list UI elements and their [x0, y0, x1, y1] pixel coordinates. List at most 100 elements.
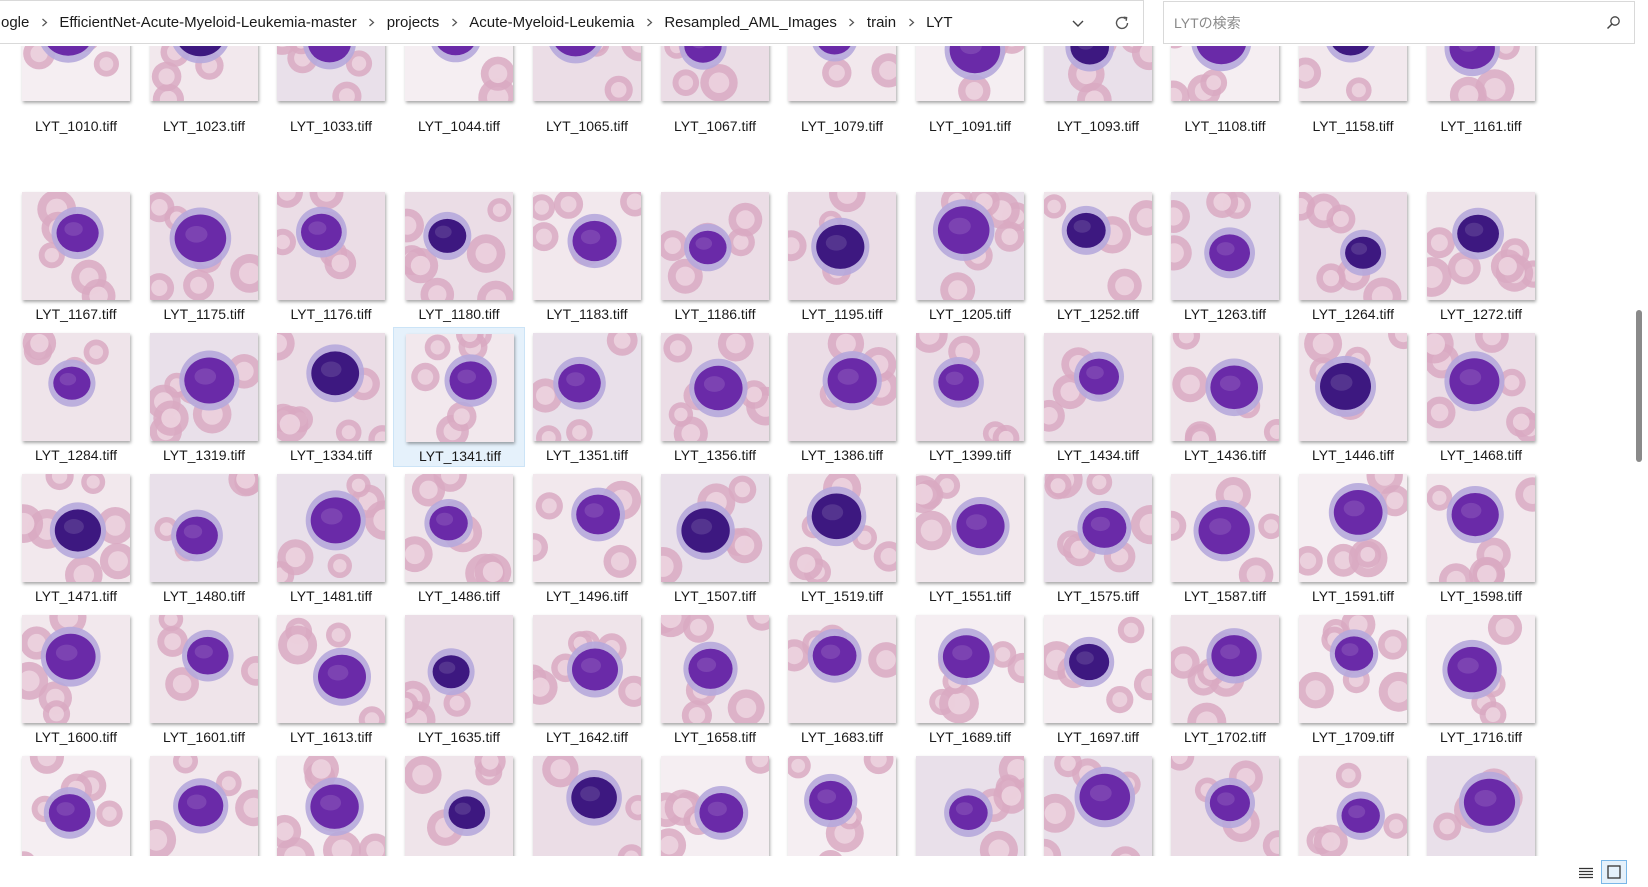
file-item[interactable]: LYT_1436.tiff: [1159, 327, 1291, 467]
file-item[interactable]: LYT_1284.tiff: [10, 327, 142, 467]
file-item[interactable]: LYT_1186.tiff: [649, 186, 781, 326]
details-view-button[interactable]: [1575, 862, 1597, 884]
file-item[interactable]: LYT_1642.tiff: [521, 609, 653, 749]
file-item[interactable]: LYT_1386.tiff: [776, 327, 908, 467]
file-item[interactable]: LYT_1496.tiff: [521, 468, 653, 608]
search-input[interactable]: [1164, 2, 1598, 43]
file-item[interactable]: [1415, 750, 1547, 856]
scrollbar-thumb[interactable]: [1636, 310, 1642, 462]
breadcrumb-item[interactable]: ogle: [1, 13, 30, 31]
file-item[interactable]: LYT_1167.tiff: [10, 186, 142, 326]
breadcrumb-separator-icon[interactable]: [637, 18, 661, 27]
breadcrumb-separator-icon[interactable]: [840, 18, 864, 27]
file-item[interactable]: LYT_1468.tiff: [1415, 327, 1547, 467]
file-item[interactable]: [393, 750, 525, 856]
file-item[interactable]: LYT_1587.tiff: [1159, 468, 1291, 608]
file-item[interactable]: [776, 750, 908, 856]
file-item[interactable]: LYT_1093.tiff: [1032, 46, 1164, 185]
file-item[interactable]: [1032, 750, 1164, 856]
file-item[interactable]: LYT_1480.tiff: [138, 468, 270, 608]
file-item[interactable]: LYT_1263.tiff: [1159, 186, 1291, 326]
breadcrumb-item[interactable]: projects: [386, 13, 440, 31]
file-item[interactable]: LYT_1272.tiff: [1415, 186, 1547, 326]
breadcrumb-item[interactable]: LYT: [926, 13, 953, 31]
breadcrumb-item[interactable]: Acute-Myeloid-Leukemia: [469, 13, 635, 31]
file-item[interactable]: LYT_1702.tiff: [1159, 609, 1291, 749]
file-item[interactable]: LYT_1161.tiff: [1415, 46, 1547, 185]
breadcrumb-separator-icon[interactable]: [32, 18, 56, 27]
file-item[interactable]: LYT_1319.tiff: [138, 327, 270, 467]
file-item[interactable]: LYT_1065.tiff: [521, 46, 653, 185]
file-item[interactable]: LYT_1434.tiff: [1032, 327, 1164, 467]
breadcrumb-item[interactable]: EfficientNet-Acute-Myeloid-Leukemia-mast…: [59, 13, 357, 31]
file-item[interactable]: LYT_1486.tiff: [393, 468, 525, 608]
file-item[interactable]: LYT_1067.tiff: [649, 46, 781, 185]
image-thumbnail: [1044, 333, 1152, 441]
file-item[interactable]: LYT_1471.tiff: [10, 468, 142, 608]
vertical-scrollbar[interactable]: [1630, 46, 1648, 856]
file-item[interactable]: [265, 750, 397, 856]
breadcrumb-separator-icon[interactable]: [442, 18, 466, 27]
file-item[interactable]: LYT_1176.tiff: [265, 186, 397, 326]
file-item[interactable]: LYT_1591.tiff: [1287, 468, 1419, 608]
file-item[interactable]: LYT_1446.tiff: [1287, 327, 1419, 467]
breadcrumb-separator-icon[interactable]: [899, 18, 923, 27]
file-item[interactable]: LYT_1601.tiff: [138, 609, 270, 749]
file-item[interactable]: LYT_1195.tiff: [776, 186, 908, 326]
file-item[interactable]: [521, 750, 653, 856]
address-dropdown-button[interactable]: [1066, 11, 1090, 35]
file-item[interactable]: [10, 750, 142, 856]
file-item[interactable]: LYT_1635.tiff: [393, 609, 525, 749]
file-item[interactable]: LYT_1613.tiff: [265, 609, 397, 749]
file-item[interactable]: [1159, 750, 1291, 856]
file-item[interactable]: LYT_1341.tiff: [393, 327, 525, 467]
search-icon[interactable]: [1598, 8, 1628, 38]
file-item[interactable]: [649, 750, 781, 856]
search-box[interactable]: [1163, 1, 1635, 44]
file-item[interactable]: LYT_1575.tiff: [1032, 468, 1164, 608]
file-item[interactable]: LYT_1481.tiff: [265, 468, 397, 608]
file-item[interactable]: LYT_1044.tiff: [393, 46, 525, 185]
file-item[interactable]: [138, 750, 270, 856]
file-item[interactable]: [904, 750, 1036, 856]
breadcrumb-item[interactable]: Resampled_AML_Images: [664, 13, 837, 31]
file-item[interactable]: LYT_1079.tiff: [776, 46, 908, 185]
file-item[interactable]: LYT_1351.tiff: [521, 327, 653, 467]
file-item[interactable]: LYT_1175.tiff: [138, 186, 270, 326]
file-item[interactable]: LYT_1356.tiff: [649, 327, 781, 467]
file-name-label: LYT_1161.tiff: [1440, 118, 1522, 134]
file-item[interactable]: LYT_1264.tiff: [1287, 186, 1419, 326]
image-thumbnail: [22, 192, 130, 300]
file-item[interactable]: LYT_1180.tiff: [393, 186, 525, 326]
file-item[interactable]: LYT_1697.tiff: [1032, 609, 1164, 749]
file-item[interactable]: LYT_1158.tiff: [1287, 46, 1419, 185]
breadcrumb-item[interactable]: train: [866, 13, 897, 31]
file-item[interactable]: LYT_1551.tiff: [904, 468, 1036, 608]
breadcrumb-separator-icon[interactable]: [360, 18, 384, 27]
large-icons-view-button[interactable]: [1601, 860, 1627, 884]
file-item[interactable]: LYT_1023.tiff: [138, 46, 270, 185]
image-thumbnail: [788, 46, 896, 101]
file-item[interactable]: LYT_1334.tiff: [265, 327, 397, 467]
file-item[interactable]: LYT_1716.tiff: [1415, 609, 1547, 749]
refresh-button[interactable]: [1108, 9, 1136, 37]
file-item[interactable]: LYT_1033.tiff: [265, 46, 397, 185]
file-item[interactable]: LYT_1108.tiff: [1159, 46, 1291, 185]
file-item[interactable]: LYT_1091.tiff: [904, 46, 1036, 185]
file-item[interactable]: LYT_1183.tiff: [521, 186, 653, 326]
file-name-label: LYT_1341.tiff: [419, 448, 501, 464]
file-item[interactable]: LYT_1709.tiff: [1287, 609, 1419, 749]
file-item[interactable]: LYT_1399.tiff: [904, 327, 1036, 467]
file-item[interactable]: LYT_1658.tiff: [649, 609, 781, 749]
file-item[interactable]: LYT_1507.tiff: [649, 468, 781, 608]
file-item[interactable]: LYT_1010.tiff: [10, 46, 142, 185]
file-item[interactable]: LYT_1689.tiff: [904, 609, 1036, 749]
file-item[interactable]: LYT_1600.tiff: [10, 609, 142, 749]
address-bar[interactable]: ogle EfficientNet-Acute-Myeloid-Leukemia-…: [0, 0, 1144, 44]
file-item[interactable]: [1287, 750, 1419, 856]
file-item[interactable]: LYT_1205.tiff: [904, 186, 1036, 326]
file-item[interactable]: LYT_1519.tiff: [776, 468, 908, 608]
file-item[interactable]: LYT_1683.tiff: [776, 609, 908, 749]
file-item[interactable]: LYT_1252.tiff: [1032, 186, 1164, 326]
file-item[interactable]: LYT_1598.tiff: [1415, 468, 1547, 608]
